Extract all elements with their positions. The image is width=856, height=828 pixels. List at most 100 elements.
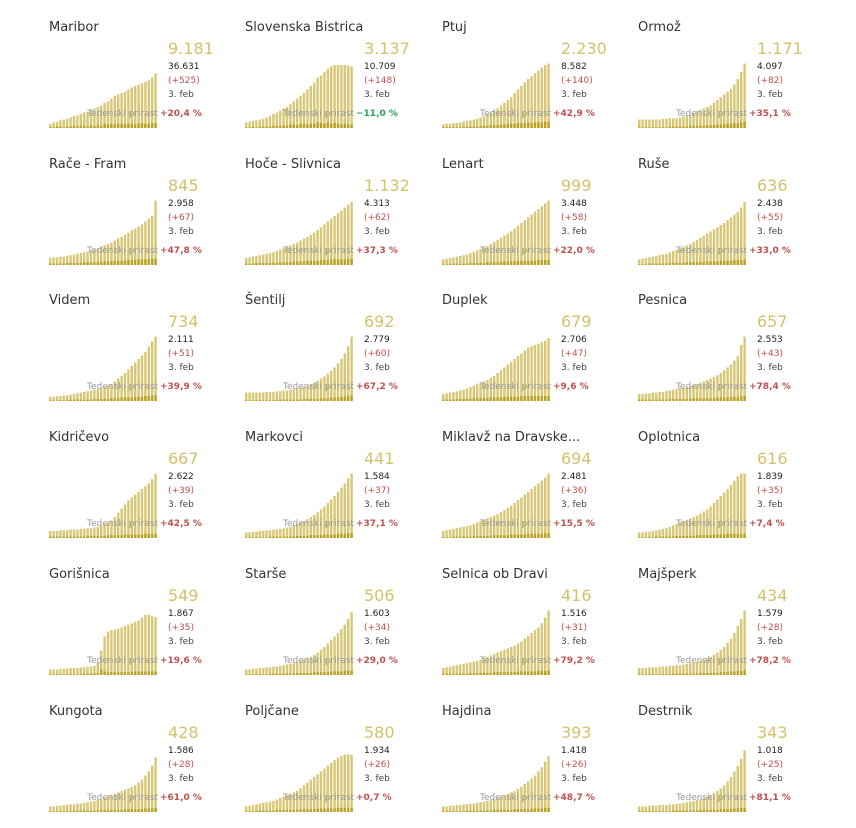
bar-chart bbox=[49, 200, 157, 265]
cumulative-bar bbox=[120, 508, 123, 538]
daily-bar bbox=[96, 398, 99, 401]
cumulative-bar bbox=[661, 118, 665, 128]
daily-bar bbox=[638, 811, 641, 812]
daily-bar bbox=[120, 672, 123, 675]
daily-bar bbox=[144, 396, 147, 401]
cumulative-bar bbox=[655, 392, 658, 401]
cumulative-bar bbox=[96, 248, 99, 265]
cumulative-bar bbox=[658, 805, 661, 812]
daily-bar bbox=[638, 674, 641, 675]
cumulative-bar bbox=[113, 793, 116, 812]
cumulative-bar bbox=[513, 228, 516, 265]
cumulative-bar bbox=[316, 380, 319, 401]
cumulative-bar bbox=[258, 119, 261, 128]
cumulative-bar bbox=[268, 667, 272, 675]
cumulative-bar bbox=[695, 111, 699, 128]
daily-bar bbox=[503, 124, 506, 128]
daily-bar bbox=[723, 124, 726, 128]
cumulative-bar bbox=[100, 105, 103, 128]
daily-bar bbox=[493, 672, 496, 675]
daily-bar bbox=[716, 397, 719, 401]
date-label: 3. feb bbox=[757, 774, 783, 784]
cumulative-bar bbox=[462, 663, 465, 675]
cumulative-bar bbox=[110, 384, 113, 401]
cumulative-bar bbox=[299, 387, 302, 401]
daily-bar bbox=[289, 809, 292, 812]
cumulative-bar bbox=[137, 226, 140, 265]
daily-bar bbox=[100, 261, 103, 265]
cumulative-bar bbox=[285, 795, 289, 812]
daily-bar bbox=[479, 810, 482, 812]
daily-bar bbox=[459, 536, 462, 538]
weekly-growth-value: +35,1 % bbox=[749, 109, 791, 119]
cumulative-bar bbox=[644, 668, 648, 675]
cumulative-bar bbox=[537, 627, 540, 675]
daily-bar bbox=[265, 126, 268, 128]
daily-bar bbox=[272, 125, 275, 128]
cumulative-bar bbox=[533, 775, 537, 812]
daily-bar bbox=[638, 399, 641, 401]
daily-bar bbox=[245, 127, 248, 128]
cumulative-bar bbox=[66, 118, 69, 128]
cumulative-bar bbox=[106, 101, 110, 128]
daily-bar bbox=[275, 536, 278, 538]
chart-card: Videm 734 2.111 (+51) 3. feb Tedenski prirast… bbox=[49, 293, 229, 403]
cumulative-bar bbox=[113, 95, 116, 128]
daily-bar bbox=[729, 533, 733, 538]
cumulative-bar bbox=[736, 476, 739, 538]
cumulative-bar bbox=[472, 385, 475, 401]
weekly-growth-value: +15,5 % bbox=[553, 519, 595, 529]
daily-bar bbox=[719, 809, 722, 812]
daily-bar bbox=[452, 673, 455, 675]
daily-bar bbox=[285, 262, 289, 265]
cumulative-bar bbox=[69, 255, 72, 265]
daily-bar bbox=[668, 398, 671, 401]
cumulative-bar bbox=[83, 252, 86, 265]
cumulative-bar bbox=[251, 805, 255, 812]
cumulative-bar bbox=[544, 203, 547, 265]
cumulative-bar bbox=[638, 259, 641, 265]
cumulative-bar bbox=[486, 246, 489, 265]
cumulative-bar bbox=[733, 214, 736, 265]
cumulative-bar bbox=[347, 204, 350, 265]
daily-bar bbox=[306, 535, 309, 538]
daily-bar bbox=[716, 124, 719, 128]
cumulative-bar bbox=[651, 667, 654, 675]
daily-bar bbox=[306, 809, 309, 812]
cumulative-bar bbox=[445, 393, 448, 401]
cumulative-bar bbox=[489, 800, 492, 812]
daily-bar bbox=[336, 533, 340, 538]
cumulative-bar bbox=[333, 636, 336, 675]
cumulative-bar bbox=[506, 233, 509, 265]
daily-bar bbox=[255, 262, 258, 265]
daily-bar bbox=[726, 533, 729, 538]
daily-bar bbox=[510, 261, 513, 265]
daily-bar bbox=[262, 537, 265, 538]
weekly-growth-label: Tedenski prirast bbox=[87, 519, 159, 529]
daily-bar bbox=[96, 262, 99, 265]
daily-bar bbox=[712, 534, 716, 538]
daily-bar bbox=[719, 397, 722, 401]
cumulative-bar bbox=[658, 119, 661, 128]
daily-bar bbox=[137, 534, 140, 538]
daily-bar bbox=[489, 810, 492, 812]
chart-card: Majšperk 434 1.579 (+28) 3. feb Tedenski prir… bbox=[638, 567, 818, 677]
cumulative-bar bbox=[147, 771, 150, 812]
chart-card: Kungota 428 1.586 (+28) 3. feb Tedenski prira… bbox=[49, 704, 229, 814]
cumulative-bar bbox=[503, 235, 506, 265]
daily-bar bbox=[117, 809, 120, 812]
cumulative-bar bbox=[89, 666, 93, 675]
weekly-growth-label: Tedenski prirast bbox=[480, 382, 552, 392]
daily-bar bbox=[685, 810, 688, 812]
cumulative-bar bbox=[648, 257, 651, 265]
daily-bar bbox=[736, 396, 739, 401]
daily-bar bbox=[330, 123, 333, 128]
daily-bar bbox=[147, 259, 150, 265]
chart-title: Slovenska Bistrica bbox=[245, 20, 364, 35]
daily-bar bbox=[62, 263, 65, 265]
daily-bar bbox=[292, 399, 295, 401]
cumulative-bar bbox=[638, 806, 641, 812]
cumulative-bar bbox=[144, 352, 147, 401]
daily-bar bbox=[336, 807, 340, 812]
cumulative-bar bbox=[130, 366, 133, 401]
